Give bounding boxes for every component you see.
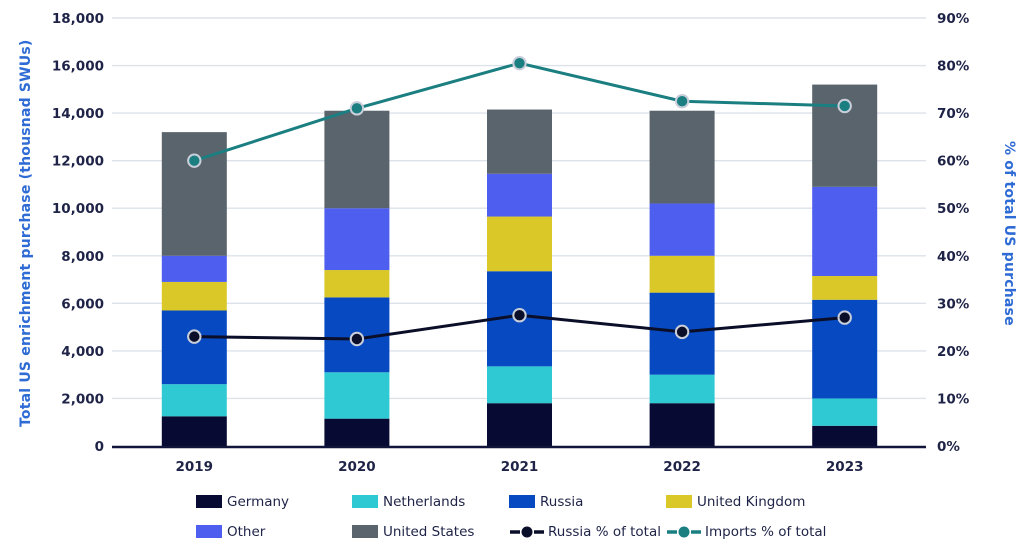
x-axis-label-2019: 2019 (176, 459, 214, 475)
marker-imports-of-total-2023 (837, 98, 852, 114)
right-axis-title: % of total US purchase (1001, 140, 1017, 326)
united-states-swatch-icon (352, 525, 378, 538)
bar-segment-germany-2022 (649, 403, 715, 446)
left-axis-tick-label: 12,000 (52, 154, 104, 170)
bar-segment-united-kingdom-2020 (324, 270, 390, 298)
right-axis-tick-label: 70% (937, 106, 970, 122)
left-axis-title: Total US enrichment purchase (thousnad S… (18, 39, 34, 427)
germany-swatch-icon (196, 495, 222, 508)
bar-segment-russia-2019 (161, 310, 227, 385)
chart-legend: Germany Netherlands Russia United Kingdom Ot… (196, 491, 886, 542)
bar-segment-united-kingdom-2022 (649, 255, 715, 293)
marker-imports-of-total-2019 (187, 153, 202, 168)
bar-segment-united-states-2019 (161, 132, 227, 256)
legend-item-russia-of-total: Russia % of total (509, 521, 666, 542)
right-axis-tick-label: 30% (937, 296, 970, 312)
united-kingdom-swatch-icon (666, 495, 692, 508)
bar-segment-other-2019 (161, 255, 227, 282)
bar-segment-other-2023 (812, 186, 878, 276)
left-axis-tick-label: 2,000 (61, 391, 104, 407)
russia-of-total-line-marker-icon (510, 526, 544, 537)
right-axis-tick-label: 40% (937, 249, 970, 265)
bar-segment-germany-2023 (812, 425, 878, 446)
combo-chart-canvas: 0 2,000 4,000 6,000 8,000 10,000 12,000 14,000 1… (52, 11, 970, 475)
bar-segment-united-kingdom-2021 (487, 216, 552, 272)
netherlands-swatch-icon (352, 495, 378, 508)
bar-segment-united-states-2022 (649, 110, 715, 204)
bar-segment-united-states-2021 (487, 109, 552, 174)
marker-russia-of-total-2023 (837, 310, 852, 325)
bar-segment-netherlands-2020 (324, 372, 390, 419)
legend-label-united-states: United States (383, 523, 475, 540)
bar-segment-united-kingdom-2019 (161, 281, 227, 311)
marker-imports-of-total-2021 (512, 55, 527, 71)
marker-imports-of-total-2020 (349, 101, 365, 116)
bar-segment-united-kingdom-2023 (812, 275, 878, 300)
left-axis-tick-label: 18,000 (52, 11, 104, 27)
bar-segment-netherlands-2023 (812, 398, 878, 426)
legend-label-netherlands: Netherlands (383, 493, 466, 510)
marker-russia-of-total-2022 (674, 324, 690, 340)
bar-segment-netherlands-2019 (161, 384, 227, 417)
legend-item-united-states: United States (352, 521, 509, 542)
x-axis-label-2022: 2022 (663, 459, 701, 475)
bar-segment-other-2020 (324, 208, 390, 271)
left-axis-tick-label: 0 (95, 439, 104, 455)
left-axis-tick-label: 8,000 (61, 249, 104, 265)
right-axis-tick-label: 80% (937, 59, 970, 75)
marker-russia-of-total-2021 (512, 308, 527, 323)
legend-item-united-kingdom: United Kingdom (666, 491, 886, 512)
russia-swatch-icon (509, 495, 535, 508)
bar-segment-other-2022 (649, 203, 715, 256)
left-axis-tick-label: 14,000 (52, 106, 104, 122)
right-axis-tick-label: 20% (937, 344, 970, 360)
legend-item-netherlands: Netherlands (352, 491, 509, 512)
legend-item-imports-of-total: Imports % of total (666, 521, 886, 542)
marker-russia-of-total-2019 (187, 329, 202, 344)
x-axis-label-2020: 2020 (338, 459, 376, 475)
legend-label-russia: Russia (540, 493, 584, 510)
legend-label-united-kingdom: United Kingdom (697, 493, 806, 510)
legend-item-russia: Russia (509, 491, 666, 512)
imports-of-total-line-marker-icon (667, 526, 701, 537)
right-axis-tick-label: 60% (937, 154, 970, 170)
right-axis-tick-label: 50% (937, 201, 970, 217)
right-axis-tick-label: 10% (937, 391, 970, 407)
left-axis-tick-label: 4,000 (61, 344, 104, 360)
right-axis-tick-label: 90% (937, 11, 970, 27)
left-axis-tick-label: 16,000 (52, 59, 104, 75)
legend-label-russia-of-total: Russia % of total (548, 523, 662, 540)
legend-label-other: Other (227, 523, 266, 540)
x-axis-label-2021: 2021 (501, 459, 539, 475)
left-axis-tick-label: 6,000 (61, 296, 104, 312)
bar-segment-united-states-2020 (324, 110, 390, 209)
bar-segment-germany-2021 (487, 403, 552, 446)
marker-russia-of-total-2020 (349, 331, 365, 347)
bar-segment-netherlands-2021 (487, 366, 552, 404)
right-axis-tick-label: 0% (937, 439, 960, 455)
other-swatch-icon (196, 525, 222, 538)
legend-label-germany: Germany (227, 493, 290, 510)
legend-item-other: Other (196, 521, 352, 542)
bar-segment-germany-2019 (161, 416, 227, 446)
marker-imports-of-total-2022 (674, 94, 690, 109)
legend-label-imports-of-total: Imports % of total (705, 523, 827, 540)
legend-item-germany: Germany (196, 491, 352, 512)
left-axis-tick-label: 10,000 (52, 201, 104, 217)
bar-segment-other-2021 (487, 173, 552, 217)
bar-segment-germany-2020 (324, 418, 390, 446)
bar-segment-netherlands-2022 (649, 374, 715, 404)
x-axis-label-2023: 2023 (826, 459, 864, 475)
